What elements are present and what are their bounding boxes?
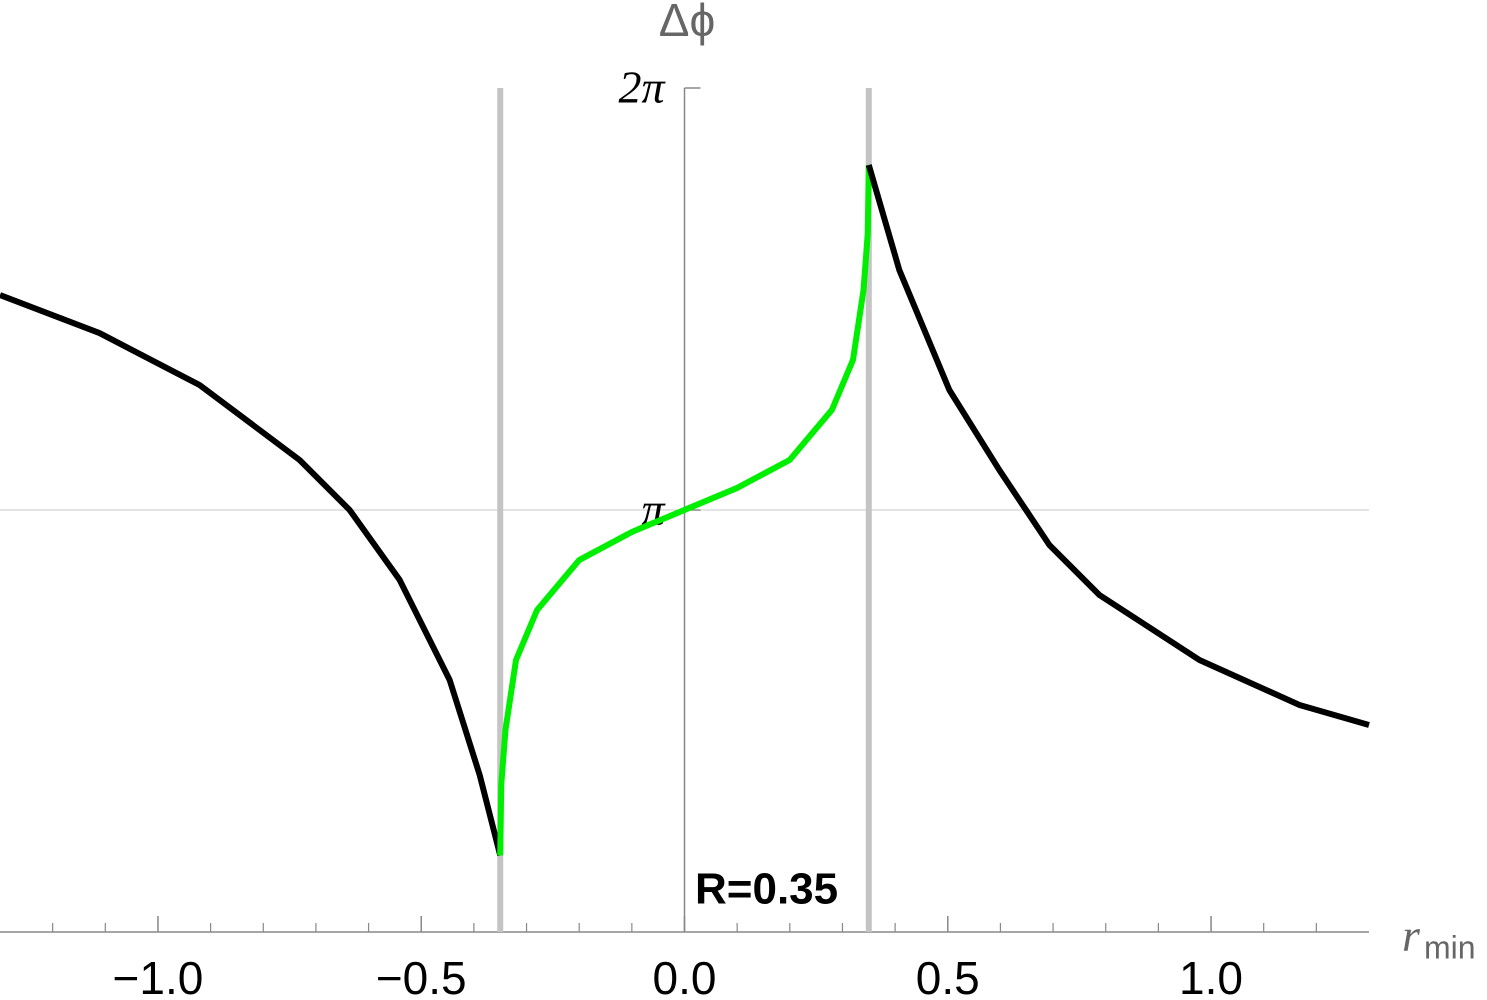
x-tick-label: 0.5: [916, 952, 980, 1000]
y-tick-label: 2π: [618, 62, 666, 113]
y-axis-label: Δϕ: [659, 0, 716, 46]
x-tick-label: −0.5: [376, 952, 467, 1000]
x-axis-label-sub: min: [1424, 929, 1476, 965]
line: [865, 164, 1370, 728]
line: [0, 292, 504, 857]
annotation: R=0.35: [695, 865, 838, 914]
x-axis-label: r: [1402, 910, 1421, 961]
x-tick-label: −1.0: [113, 952, 204, 1000]
x-tick-label: 1.0: [1179, 952, 1243, 1000]
x-tick-label: 0.0: [653, 952, 717, 1000]
line: [497, 164, 872, 856]
